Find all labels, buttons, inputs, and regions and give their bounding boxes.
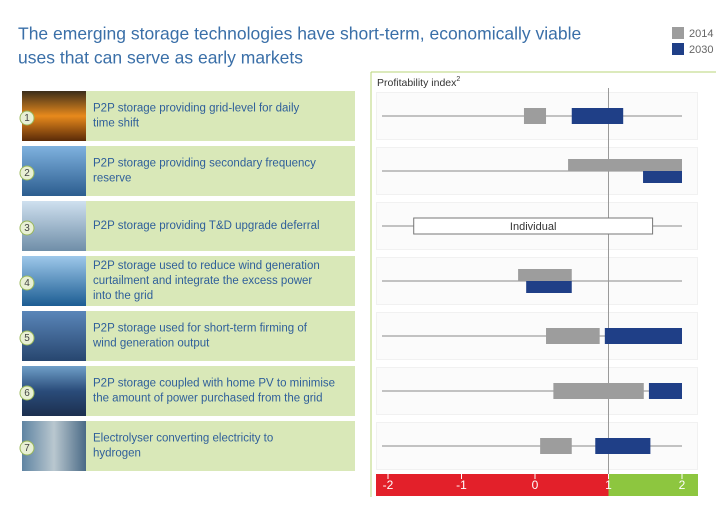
row-number: 6 [24,388,30,399]
title-line: uses that can serve as early markets [18,48,303,68]
row-label: P2P storage used to reduce wind generati… [93,260,320,302]
range-bar [604,328,682,344]
x-axis-label-text: Profitability index [377,77,457,89]
row-label: P2P storage providing T&D upgrade deferr… [93,220,320,232]
row-number: 5 [24,333,30,344]
title-line: The emerging storage technologies have s… [18,24,581,44]
title: The emerging storage technologies have s… [18,24,581,68]
legend-swatch [672,43,684,55]
legend: 2014 2030 [672,27,713,56]
x-axis-label: Profitability index2 [377,76,460,89]
row-number-badge [19,330,35,346]
row-number-badge [19,275,35,291]
axis-positive [608,474,698,496]
x-tick-label: 0 [532,478,539,492]
row-number: 7 [24,443,30,454]
range-bar [571,108,624,124]
annotation-range [413,217,654,235]
row-label: P2P storage coupled with home PV to mini… [93,378,335,405]
row-number-badge [19,110,35,126]
row-number: 1 [24,113,30,124]
range-bar [523,108,547,124]
range-bar [553,383,644,399]
row-number-badge [19,440,35,456]
row-label: Electrolyser converting electricity to hy… [93,433,273,460]
row-number: 4 [24,278,30,289]
x-tick-label: -2 [383,478,394,492]
x-tick-label: 1 [605,478,612,492]
range-bar [518,269,572,281]
x-tick-label: -1 [456,478,467,492]
row-number: 2 [24,168,30,179]
row-label: P2P storage providing secondary frequenc… [93,158,316,185]
range-bar [546,328,600,344]
row-number-badge [19,165,35,181]
range-bar [648,383,682,399]
row-number-badge [19,385,35,401]
range-bar [568,159,682,171]
row-label: P2P storage providing grid-level for dai… [93,103,300,130]
row-label: P2P storage used for short-term firming … [92,323,308,350]
range-bar [526,281,572,293]
range-bar [540,438,572,454]
legend-label: 2014 [689,28,713,40]
axis-negative [376,474,609,496]
legend-label: 2030 [689,44,713,56]
range-bar [643,171,682,183]
x-axis-label-sup: 2 [456,76,460,83]
rows: 1 P2P storage providing grid-level for da… [19,91,355,471]
x-tick-label: 2 [679,478,686,492]
row-number: 3 [24,223,30,234]
legend-swatch [672,27,684,39]
range-bar [595,438,651,454]
annotation-label: Individual [510,221,556,233]
row-number-badge [19,220,35,236]
